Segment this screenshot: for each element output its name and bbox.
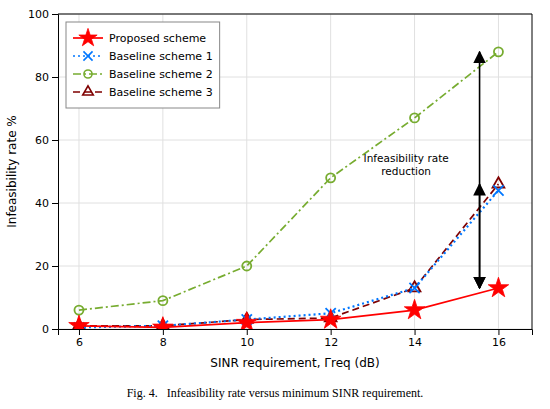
- legend-marker: [83, 86, 94, 95]
- tick-label: 10: [240, 336, 254, 349]
- tick: 12: [324, 329, 338, 349]
- chart: 6 8 10 12 14 16 0 20 40 60 80 100 Infeasibility rate…: [0, 0, 550, 409]
- point: [74, 306, 83, 315]
- legend-item: Baseline scheme 2: [73, 68, 213, 81]
- tick-label: 6: [76, 336, 83, 349]
- point: [488, 277, 508, 296]
- tick-mark: [163, 329, 164, 335]
- legend-item: Baseline scheme 1: [73, 50, 213, 63]
- tick: 10: [240, 329, 254, 349]
- grid-line-y: [58, 14, 532, 15]
- point: [410, 113, 419, 122]
- tick: 100: [28, 8, 58, 21]
- tick: 20: [35, 260, 58, 273]
- tick-mark: [52, 14, 58, 15]
- grid-line-x: [330, 14, 331, 329]
- legend-label: Baseline scheme 1: [109, 50, 213, 63]
- point: [493, 185, 503, 195]
- tick: 40: [35, 197, 58, 210]
- tick-label: 100: [28, 8, 49, 21]
- legend-marker: [84, 70, 92, 78]
- axis-line: [52, 15, 59, 330]
- tick-mark: [52, 329, 58, 330]
- legend-item: Proposed scheme: [73, 28, 206, 45]
- grid: [58, 14, 532, 329]
- arrow: [479, 184, 481, 288]
- tick-label: 8: [160, 336, 167, 349]
- legend-marker: [83, 51, 92, 60]
- tick: 16: [492, 329, 506, 349]
- series-line: [79, 52, 498, 310]
- point: [409, 283, 419, 293]
- caption: Fig. 4. Infeasibility rate versus minimu…: [127, 386, 424, 400]
- tick-label: 0: [42, 323, 49, 336]
- legend-label: Baseline scheme 3: [109, 86, 213, 99]
- tick: 6: [76, 329, 83, 349]
- legend-item: Baseline scheme 3: [73, 86, 213, 99]
- tick: 80: [35, 71, 58, 84]
- legend-swatch: [73, 91, 103, 93]
- grid-line-y: [58, 140, 532, 141]
- tick-label: 60: [35, 134, 49, 147]
- tick-label: 40: [35, 197, 49, 210]
- point: [494, 47, 503, 56]
- tick: 8: [160, 329, 167, 349]
- tick-label: 20: [35, 260, 49, 273]
- legend-marker: [79, 28, 97, 45]
- tick-label: 16: [492, 336, 506, 349]
- point: [404, 299, 424, 318]
- x-axis-title: SINR requirement, Γreq (dB): [210, 356, 379, 370]
- tick-mark: [52, 266, 58, 267]
- tick-mark: [415, 329, 416, 335]
- series: [69, 277, 509, 329]
- frame-right: [532, 14, 533, 329]
- series: [74, 47, 502, 314]
- series: [73, 177, 504, 329]
- tick-mark: [331, 329, 332, 335]
- y-axis-title: Infeasibility rate %: [5, 115, 19, 228]
- tick-mark: [79, 329, 80, 335]
- grid-line-y: [58, 203, 532, 204]
- plot: 6 8 10 12 14 16 0 20 40 60 80 100 Infeasibility rate…: [28, 8, 533, 349]
- tick-label: 14: [408, 336, 422, 349]
- tick-mark: [498, 329, 499, 335]
- arrows: [479, 52, 480, 288]
- series-line: [79, 288, 498, 327]
- point: [326, 173, 335, 182]
- tick-label: 80: [35, 71, 49, 84]
- point: [237, 312, 257, 329]
- tick-mark: [247, 329, 248, 335]
- legend-label: Proposed scheme: [109, 32, 206, 45]
- axis-line: [59, 330, 533, 336]
- grid-line-x: [246, 14, 247, 329]
- data: [69, 47, 509, 329]
- tick-mark: [52, 140, 58, 141]
- tick: 14: [408, 329, 422, 349]
- tick: 0: [42, 323, 58, 336]
- arrow: [479, 52, 481, 288]
- tick-mark: [52, 203, 58, 204]
- grid-line-y: [58, 266, 532, 267]
- series-line: [79, 190, 498, 327]
- point: [158, 296, 167, 305]
- tick-mark: [52, 77, 58, 78]
- point: [320, 309, 340, 328]
- legend-swatch: [73, 73, 103, 75]
- tick: 60: [35, 134, 58, 147]
- legend-box: [66, 22, 220, 108]
- series: [74, 185, 504, 329]
- legend-label: Baseline scheme 2: [109, 68, 213, 81]
- legend: Proposed scheme Baseline scheme 1 Baseline…: [66, 22, 220, 108]
- y-axis: 0 20 40 60 80 100: [28, 8, 59, 336]
- annotation: Infeasibility ratereduction: [364, 152, 449, 177]
- point: [69, 315, 89, 329]
- point: [242, 261, 251, 270]
- frame-top: [58, 14, 532, 15]
- x-axis: 6 8 10 12 14 16: [59, 329, 533, 349]
- point: [153, 317, 173, 329]
- tick-label: 12: [324, 336, 338, 349]
